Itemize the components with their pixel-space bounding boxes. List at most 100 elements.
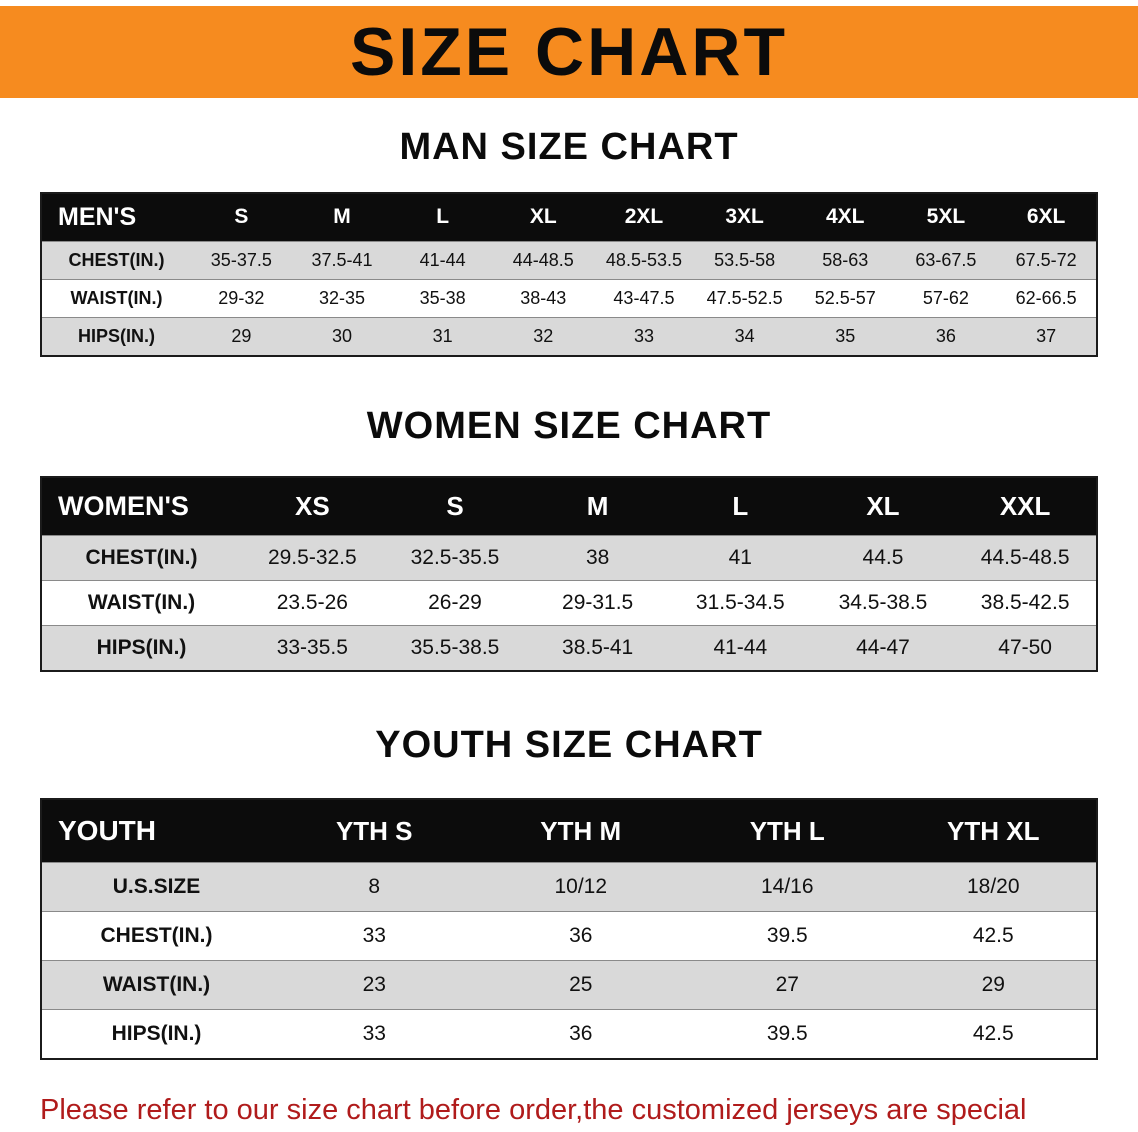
table-row: HIPS(IN.) 33 36 39.5 42.5 — [41, 1009, 1097, 1060]
table-header-row: MEN'S S M L XL 2XL 3XL 4XL 5XL 6XL — [41, 192, 1097, 242]
table-cell: 18/20 — [966, 875, 1020, 899]
table-header-cell: YTH M — [477, 799, 684, 863]
table-cell: 29-31.5 — [562, 591, 634, 615]
row-label: WAIST(IN.) — [87, 591, 196, 615]
table-cell: 42.5 — [972, 1022, 1014, 1046]
table-cell: 29 — [981, 973, 1005, 997]
table-cell: 14/16 — [760, 875, 814, 899]
table-header-label: YOUTH — [41, 799, 271, 863]
table-cell: 62-66.5 — [1015, 287, 1077, 308]
table-cell: 43-47.5 — [613, 287, 675, 308]
table-cell: 23.5-26 — [276, 591, 348, 615]
table-cell: 33-35.5 — [276, 636, 348, 660]
table-cell: 23 — [362, 973, 386, 997]
table-cell: 38 — [585, 546, 610, 570]
table-cell: 33 — [362, 924, 386, 948]
table-header-cell: XL — [811, 477, 955, 536]
table-cell: 37.5-41 — [311, 249, 373, 270]
row-label: CHEST(IN.) — [85, 546, 198, 570]
youth-size-chart-heading: YOUTH SIZE CHART — [375, 724, 763, 767]
table-cell: 35-38 — [419, 287, 466, 308]
table-cell: 35 — [835, 325, 856, 346]
row-label: CHEST(IN.) — [68, 249, 165, 270]
table-cell: 47-50 — [998, 636, 1052, 660]
table-header-cell: M — [291, 192, 393, 242]
table-cell: 35-37.5 — [210, 249, 272, 270]
table-header-label: MEN'S — [41, 192, 191, 242]
table-cell: 41-44 — [713, 636, 768, 660]
table-cell: 38.5-41 — [562, 636, 634, 660]
table-cell: 41 — [728, 546, 752, 570]
table-header-row: YOUTH YTH S YTH M YTH L YTH XL — [41, 799, 1097, 863]
men-size-table: MEN'S S M L XL 2XL 3XL 4XL 5XL 6XL CHEST(IN.) 35-37… — [40, 191, 1098, 357]
table-header-cell: YTH XL — [890, 799, 1097, 863]
table-header-cell: XL — [492, 192, 594, 242]
table-cell: 26-29 — [428, 591, 482, 615]
youth-size-table: YOUTH YTH S YTH M YTH L YTH XL U.S.SIZE 8 10/12… — [40, 798, 1098, 1061]
table-header-cell: 4XL — [794, 192, 896, 242]
table-cell: 8 — [368, 875, 381, 899]
disclaimer-text: Please refer to our size chart before or… — [40, 1090, 1118, 1132]
table-cell: 33 — [362, 1022, 386, 1046]
table-cell: 52.5-57 — [814, 287, 876, 308]
row-label: HIPS(IN.) — [96, 636, 187, 660]
women-size-chart-heading: WOMEN SIZE CHART — [366, 404, 772, 447]
table-cell: 37 — [1036, 325, 1057, 346]
table-row: WAIST(IN.) 23.5-26 26-29 29-31.5 31.5-34.5 34… — [41, 580, 1097, 626]
row-label: WAIST(IN.) — [70, 287, 163, 308]
table-row: CHEST(IN.) 35-37.5 37.5-41 41-44 44-48.5 48.5… — [41, 241, 1097, 280]
table-cell: 44.5-48.5 — [980, 546, 1070, 570]
table-cell: 35.5-38.5 — [410, 636, 500, 660]
table-cell: 41-44 — [419, 249, 466, 270]
table-header-cell: YTH S — [271, 799, 478, 863]
table-cell: 34.5-38.5 — [838, 591, 928, 615]
row-label: HIPS(IN.) — [111, 1022, 202, 1046]
table-header-cell: 6XL — [996, 192, 1097, 242]
table-cell: 32-35 — [318, 287, 365, 308]
table-header-label: WOMEN'S — [41, 477, 241, 536]
table-row: U.S.SIZE 8 10/12 14/16 18/20 — [41, 862, 1097, 912]
table-cell: 25 — [569, 973, 593, 997]
table-cell: 44-47 — [856, 636, 910, 660]
table-row: WAIST(IN.) 23 25 27 29 — [41, 960, 1097, 1010]
table-cell: 63-67.5 — [915, 249, 977, 270]
disclaimer-line-1: Please refer to our size chart before or… — [40, 1094, 1027, 1127]
table-cell: 57-62 — [922, 287, 969, 308]
table-cell: 38-43 — [520, 287, 567, 308]
table-header-cell: 3XL — [694, 192, 795, 242]
table-cell: 30 — [331, 325, 352, 346]
table-row: CHEST(IN.) 33 36 39.5 42.5 — [41, 911, 1097, 961]
table-header-row: WOMEN'S XS S M L XL XXL — [41, 477, 1097, 536]
table-cell: 53.5-58 — [714, 249, 776, 270]
table-header-cell: L — [392, 192, 493, 242]
table-header-cell: L — [668, 477, 812, 536]
row-label: WAIST(IN.) — [102, 973, 211, 997]
table-header-cell: M — [526, 477, 669, 536]
table-cell: 44-48.5 — [512, 249, 574, 270]
table-cell: 32.5-35.5 — [410, 546, 500, 570]
table-cell: 31 — [432, 325, 453, 346]
table-cell: 58-63 — [822, 249, 869, 270]
table-header-cell: XXL — [954, 477, 1097, 536]
row-label: HIPS(IN.) — [77, 325, 155, 346]
table-row: CHEST(IN.) 29.5-32.5 32.5-35.5 38 41 44.5 44.5… — [41, 535, 1097, 581]
man-size-chart-heading: MAN SIZE CHART — [399, 126, 739, 168]
table-header-cell: S — [383, 477, 527, 536]
table-cell: 48.5-53.5 — [605, 249, 682, 270]
table-row: HIPS(IN.) 33-35.5 35.5-38.5 38.5-41 41-44 44-… — [41, 625, 1097, 672]
table-cell: 29 — [231, 325, 252, 346]
banner-title: SIZE CHART — [350, 14, 788, 90]
men-size-section: MAN SIZE CHART MEN'S S M L XL 2XL 3XL 4XL 5XL 6XL… — [0, 126, 1138, 357]
table-cell: 32 — [533, 325, 554, 346]
row-label: U.S.SIZE — [112, 875, 201, 899]
table-cell: 31.5-34.5 — [695, 591, 785, 615]
table-header-cell: YTH L — [684, 799, 891, 863]
table-cell: 39.5 — [766, 1022, 808, 1046]
table-cell: 42.5 — [972, 924, 1014, 948]
women-size-table: WOMEN'S XS S M L XL XXL CHEST(IN.) 29.5-32.5 32.5… — [40, 476, 1098, 673]
table-cell: 36 — [569, 924, 593, 948]
youth-size-section: YOUTH SIZE CHART YOUTH YTH S YTH M YTH L YTH… — [0, 724, 1138, 1061]
table-cell: 10/12 — [554, 875, 608, 899]
table-header-cell: S — [191, 192, 292, 242]
row-label: CHEST(IN.) — [100, 924, 213, 948]
